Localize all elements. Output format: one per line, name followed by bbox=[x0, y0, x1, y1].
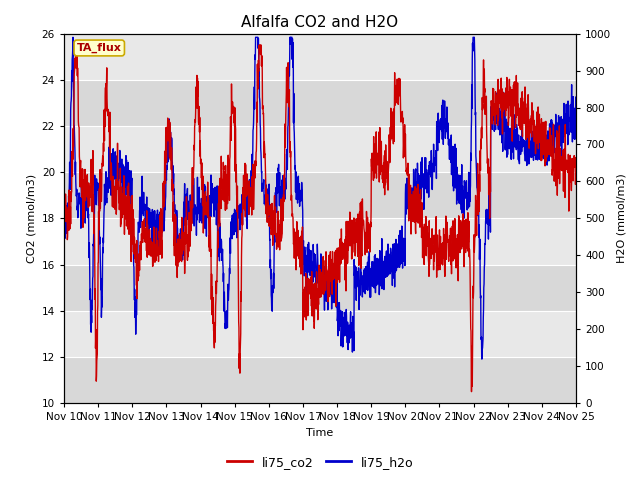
Legend: li75_co2, li75_h2o: li75_co2, li75_h2o bbox=[221, 451, 419, 474]
Bar bbox=[64, 80, 576, 126]
Title: Alfalfa CO2 and H2O: Alfalfa CO2 and H2O bbox=[241, 15, 399, 30]
Bar bbox=[64, 126, 576, 172]
Bar bbox=[64, 264, 576, 311]
Y-axis label: CO2 (mmol/m3): CO2 (mmol/m3) bbox=[26, 174, 36, 263]
X-axis label: Time: Time bbox=[307, 428, 333, 438]
Y-axis label: H2O (mmol/m3): H2O (mmol/m3) bbox=[617, 174, 627, 263]
Bar bbox=[64, 311, 576, 357]
Bar bbox=[64, 34, 576, 80]
Text: TA_flux: TA_flux bbox=[77, 43, 122, 53]
Bar bbox=[64, 357, 576, 403]
Bar bbox=[64, 172, 576, 218]
Bar bbox=[64, 218, 576, 264]
